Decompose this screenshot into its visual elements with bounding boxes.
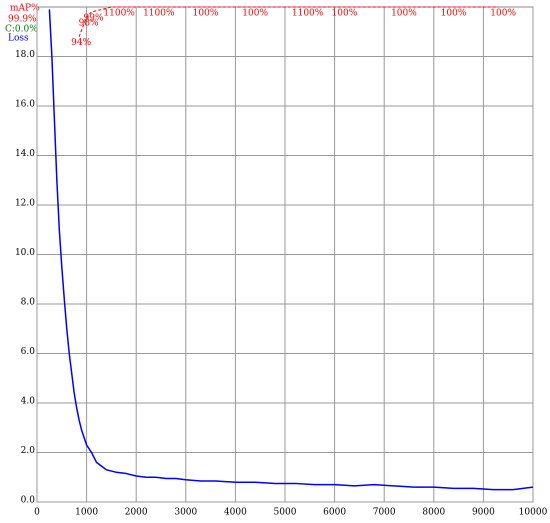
series-line <box>48 9 534 491</box>
legend-map: mAP% <box>10 4 40 14</box>
x-tick-label: 5000 <box>274 508 297 518</box>
legend-best-map: 99.9% <box>8 15 37 25</box>
y-tick-label: 16.0 <box>15 100 35 110</box>
legend-loss: Loss <box>8 34 29 44</box>
y-tick-label: 14.0 <box>15 149 35 159</box>
data-label: 1100% <box>143 9 175 19</box>
data-label: 94% <box>71 38 91 48</box>
y-tick-label: 2.0 <box>21 446 36 456</box>
data-label: 99% <box>84 13 104 23</box>
x-tick-label: 8000 <box>422 508 445 518</box>
y-tick-label: 6.0 <box>21 347 36 357</box>
x-tick-label: 4000 <box>224 508 247 518</box>
legend-c: C:0.0% <box>5 25 38 35</box>
data-label: 100% <box>441 9 467 19</box>
y-tick-label: 10.0 <box>15 248 35 258</box>
y-tick-label: 8.0 <box>21 298 36 308</box>
y-tick-label: 12.0 <box>15 199 35 209</box>
x-tick-label: 7000 <box>373 508 396 518</box>
data-label: 1100% <box>103 9 135 19</box>
x-tick-label: 6000 <box>323 508 346 518</box>
x-tick-label: 1000 <box>75 508 98 518</box>
x-tick-label: 10000 <box>519 508 548 518</box>
y-tick-label: 4.0 <box>21 397 36 407</box>
x-tick-label: 0 <box>34 508 40 518</box>
y-tick-label: 18.0 <box>15 50 35 60</box>
data-label: 98% <box>79 18 99 28</box>
x-tick-label: 3000 <box>174 508 197 518</box>
series-line <box>78 6 499 37</box>
data-label: 1100% <box>292 9 324 19</box>
x-tick-label: 9000 <box>472 508 495 518</box>
data-label: 100% <box>193 9 219 19</box>
data-label: 100% <box>490 9 516 19</box>
data-label: 100% <box>332 9 358 19</box>
y-tick-label: 0.0 <box>21 496 36 506</box>
data-label: 100% <box>391 9 417 19</box>
data-label: 100% <box>242 9 268 19</box>
x-tick-label: 2000 <box>125 508 148 518</box>
